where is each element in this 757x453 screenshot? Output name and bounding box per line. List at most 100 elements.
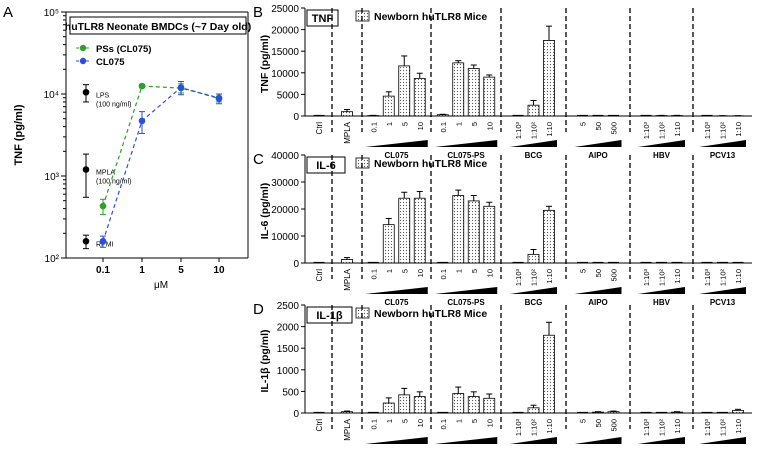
bar [733,410,744,413]
bar [593,412,604,413]
y-axis-label: IL-1β (pg/ml) [259,330,271,393]
group-label: HBV [653,298,671,307]
x-tick-label: 1:10 [673,122,682,137]
panel-a-point [139,118,146,125]
x-tick-label: 50 [594,419,603,427]
dose-wedge [365,287,428,294]
x-tick-label: 0.1 [369,269,378,279]
panel-a-control-note: (100 ng/ml) [96,101,131,108]
x-tick-label: 5 [579,269,588,273]
bar [437,115,448,116]
x-tick-label: 0.1 [439,269,448,279]
x-tick-label: 1:10² [658,419,667,437]
dose-wedge [638,287,685,294]
x-tick-label: 5 [400,419,409,423]
bar [453,63,464,116]
x-tick-label: 10 [485,269,494,277]
bar [414,78,425,116]
bar [399,66,410,116]
group-label: PCV13 [710,151,736,160]
x-tick-label: 500 [610,269,619,282]
bar [484,398,495,413]
y-tick-label: 0 [293,259,299,270]
bar [484,77,495,116]
x-tick-label: 1:10² [719,419,728,437]
dose-wedge [510,140,557,147]
x-tick-label: 1:10³ [703,419,712,437]
x-tick-label: 1:10 [673,269,682,284]
group-label: MPLA [343,268,352,290]
x-tick-label: 1:10² [530,419,539,437]
x-tick-label: 1:10³ [514,122,523,140]
dose-wedge [699,287,746,294]
y-axis-label: IL-6 (pg/ml) [259,183,271,240]
group-label: AlPO [588,151,608,160]
group-label: BCG [525,298,543,307]
x-tick-label: 5 [470,122,479,126]
panel-a-control-point [83,89,90,96]
x-tick-label: 1:10² [658,269,667,287]
x-tick-label: 1:10³ [642,419,651,437]
y-tick-label: 10000 [271,69,299,80]
panel-a-control-label: MPLA [96,170,115,177]
x-tick-label: 10 [416,122,425,130]
x-tick-label: 10 [416,419,425,427]
x-tick-label: 1:10² [530,122,539,140]
panel-a-x-tick-label: 0.1 [96,265,110,276]
panel-a-control-label: LPS [96,92,110,99]
bar [484,206,495,263]
x-tick-label: 1:10³ [642,269,651,287]
bar [544,335,555,413]
bar [414,198,425,263]
group-label: PCV13 [710,298,736,307]
x-tick-label: 500 [610,122,619,135]
panel-a-x-tick-label: 1 [139,265,145,276]
x-tick-label: 0.1 [439,419,448,429]
x-tick-label: 1:10 [545,269,554,284]
dose-wedge [435,140,498,147]
dose-wedge [510,287,557,294]
panel-a-x-label: μM [154,280,168,291]
bar [383,225,394,263]
bar [528,408,539,413]
panel-a-x-tick-label: 5 [178,265,184,276]
x-tick-label: 1:10² [530,269,539,287]
bar [468,397,479,413]
x-tick-label: 1:10³ [642,122,651,140]
x-tick-label: 10 [485,122,494,130]
group-label: HBV [653,151,671,160]
x-tick-label: 500 [610,419,619,432]
dose-wedge [365,437,428,444]
x-tick-label: 1:10³ [703,269,712,287]
x-tick-label: 0.1 [369,122,378,132]
x-tick-label: 5 [470,419,479,423]
y-tick-label: 25000 [271,4,299,15]
x-tick-label: 1 [385,269,394,273]
x-tick-label: 1:10 [673,419,682,434]
x-tick-label: 5 [470,269,479,273]
panel-a-y-label: TNF (pg/ml) [13,104,25,165]
panel-a-letter: A [3,4,13,21]
bar [453,196,464,264]
x-tick-label: 1:10 [734,122,743,137]
dose-wedge [575,140,622,147]
dose-wedge [699,437,746,444]
group-label: BCG [525,151,543,160]
bar [453,394,464,413]
y-tick-label: 20000 [271,26,299,37]
panel-a-title: huTLR8 Neonate BMDCs (~7 Day old) [65,21,251,33]
panel-a-point [100,238,107,245]
bar [342,112,353,116]
y-tick-label: 2500 [277,301,300,312]
x-tick-label: 1:10 [734,419,743,434]
panel-a-point [139,83,146,90]
group-label: CL075-PS [447,298,485,307]
panel-tag: TNF [312,13,334,25]
panel-a-legend-label: PSs (CL075) [96,44,151,55]
group-label: Ctrl [315,419,324,432]
y-axis-label: TNF (pg/ml) [259,35,271,93]
x-tick-label: 1:10³ [703,122,712,140]
